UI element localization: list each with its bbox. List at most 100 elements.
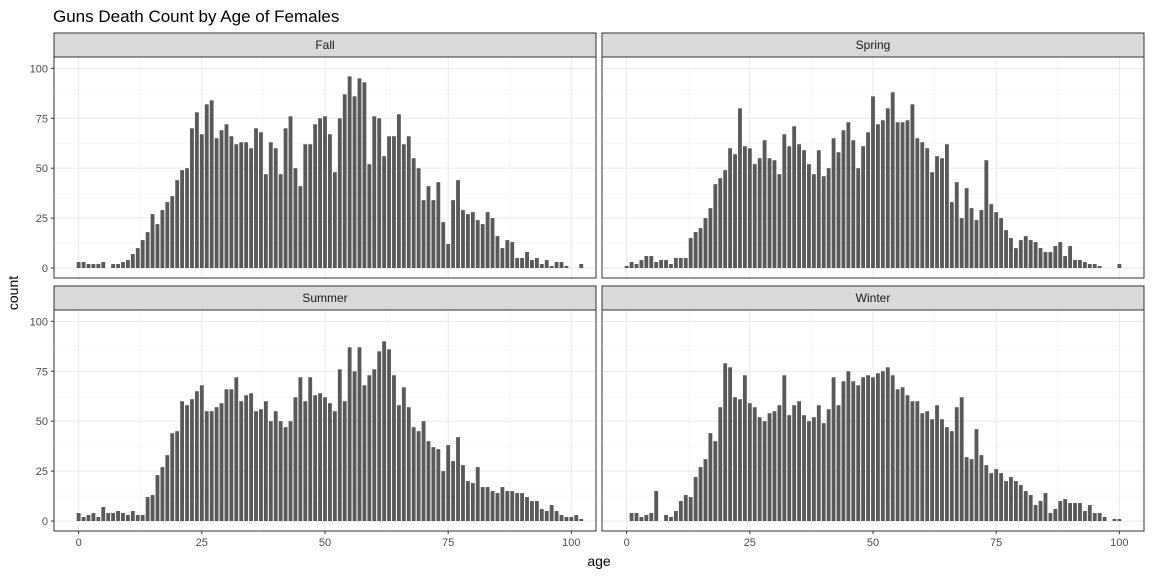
bar: [890, 375, 895, 522]
bar: [1023, 491, 1028, 522]
panel-border: [53, 56, 597, 279]
bar: [762, 140, 767, 269]
bar: [738, 399, 742, 522]
bar: [357, 347, 362, 522]
bar: [214, 138, 219, 269]
x-tick-label: 0: [624, 537, 630, 549]
bar: [564, 517, 569, 522]
bar: [880, 371, 885, 522]
bar: [377, 351, 382, 522]
bar: [204, 411, 209, 522]
bar: [490, 491, 495, 522]
bar: [1102, 517, 1107, 522]
bar: [1053, 509, 1058, 522]
bar: [772, 411, 777, 522]
bar: [1087, 505, 1092, 522]
bar: [1018, 240, 1023, 269]
bar: [401, 387, 406, 522]
bar: [347, 347, 352, 522]
bar: [925, 411, 930, 522]
bar: [935, 405, 939, 522]
bar: [1073, 503, 1077, 522]
x-tick-label: 25: [744, 537, 756, 549]
bar: [101, 262, 106, 269]
bar: [944, 427, 949, 522]
bar: [515, 493, 520, 522]
bar: [456, 437, 460, 522]
y-tick-label: 100: [30, 63, 48, 75]
bar: [708, 433, 713, 522]
bar: [421, 200, 426, 269]
chart-title: Guns Death Count by Age of Females: [53, 7, 339, 26]
bar: [495, 236, 500, 269]
bar: [846, 371, 851, 522]
bar: [337, 118, 342, 269]
bar: [1117, 264, 1122, 269]
bar: [135, 515, 140, 522]
bar: [738, 108, 742, 269]
bar: [698, 467, 703, 522]
y-tick-label: 25: [36, 466, 48, 478]
bar: [313, 124, 318, 269]
bar: [579, 519, 584, 522]
y-tick-label: 0: [42, 516, 48, 528]
bar: [762, 421, 767, 522]
bar: [431, 447, 436, 522]
bar: [920, 142, 925, 269]
bar: [549, 266, 554, 269]
bar: [150, 214, 155, 269]
bar: [480, 224, 485, 269]
bar: [1013, 248, 1018, 269]
bar: [135, 248, 140, 269]
bar: [298, 186, 303, 269]
facet-label: Summer: [302, 291, 347, 305]
bar: [125, 515, 130, 522]
bar: [475, 220, 480, 269]
bar: [278, 174, 283, 269]
bar: [757, 158, 762, 269]
bar: [954, 407, 959, 522]
bar: [1063, 499, 1068, 522]
bar: [303, 401, 308, 522]
bar: [1043, 252, 1048, 269]
bar: [219, 130, 224, 269]
bar: [1058, 242, 1063, 269]
bar: [544, 260, 549, 269]
bar: [485, 487, 490, 522]
bar: [530, 501, 534, 522]
bar: [807, 421, 811, 522]
bar: [767, 158, 772, 269]
bar: [96, 264, 101, 269]
y-tick-label: 75: [36, 113, 48, 125]
bar: [787, 146, 792, 269]
bar: [659, 260, 664, 269]
bar: [155, 475, 160, 522]
bar: [718, 407, 723, 522]
bar: [416, 168, 421, 269]
bar: [964, 188, 969, 269]
bar: [733, 154, 737, 269]
bar: [367, 164, 372, 269]
facet-strip: [53, 32, 597, 58]
bar: [851, 381, 856, 522]
bar: [367, 375, 372, 522]
bar: [86, 515, 91, 522]
bar: [165, 202, 170, 269]
bar: [925, 148, 930, 269]
panel-border: [601, 56, 1145, 279]
bar: [1038, 501, 1043, 522]
bar: [185, 168, 189, 269]
bar: [871, 377, 875, 522]
bar: [1092, 264, 1097, 269]
bar: [876, 124, 880, 269]
bar: [994, 469, 999, 522]
panels-layer: Fall 0 25 50 75 100 Spring Summer 0 25 50 75 100 0 25 5…: [30, 32, 1145, 549]
bar: [81, 517, 86, 522]
bar: [954, 182, 959, 269]
bar: [1009, 477, 1013, 522]
bar: [446, 445, 451, 522]
bar: [1082, 511, 1087, 522]
bar: [185, 405, 189, 522]
bar: [254, 411, 258, 522]
bar: [377, 118, 382, 269]
